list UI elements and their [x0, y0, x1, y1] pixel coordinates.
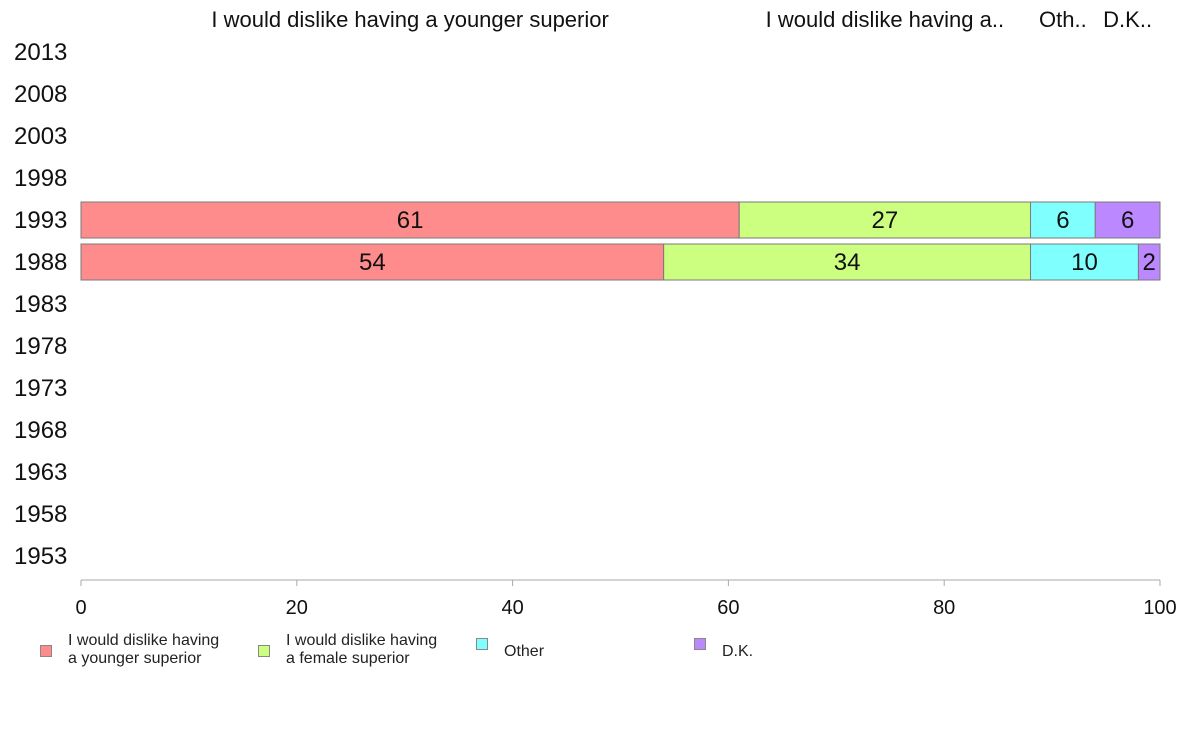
- y-tick-label: 2003: [14, 123, 67, 150]
- bar-value-label: 61: [397, 207, 424, 234]
- bar-value-label: 10: [1071, 249, 1098, 276]
- y-axis-labels: 2013 2008 2003 1998 1993 1988 1983 1978 1973 1968…: [14, 39, 67, 570]
- x-axis: 0 20 40 60 80 100: [75, 579, 1177, 619]
- column-header-label: Oth..: [1039, 7, 1087, 32]
- y-tick-label: 1963: [14, 459, 67, 486]
- y-tick-label: 1978: [14, 333, 67, 360]
- x-tick-label: 60: [717, 597, 739, 619]
- legend-swatch: [258, 645, 270, 657]
- bar-segment: [1030, 243, 1139, 281]
- legend-swatch: [476, 638, 488, 650]
- column-header-label: D.K..: [1103, 7, 1152, 32]
- x-tick-label: 20: [286, 597, 308, 619]
- x-tick-label: 40: [501, 597, 523, 619]
- bar-segment: [80, 201, 740, 239]
- bar-segment: [80, 243, 665, 281]
- bar-value-label: 6: [1056, 207, 1069, 234]
- bars: 61 27 6 6 54 34 10 2: [80, 201, 1161, 281]
- y-tick-label: 2008: [14, 81, 67, 108]
- bar-segment: [663, 243, 1032, 281]
- bar-segment: [738, 201, 1032, 239]
- bar-value-label: 6: [1121, 207, 1134, 234]
- bar-segment: [1030, 201, 1096, 239]
- y-tick-label: 1983: [14, 291, 67, 318]
- bar-value-label: 2: [1143, 249, 1156, 276]
- bar-value-label: 34: [834, 249, 861, 276]
- legend-swatch: [694, 638, 706, 650]
- legend-label: I would dislike having a younger superio…: [68, 632, 220, 667]
- x-tick-label: 80: [933, 597, 955, 619]
- legend-item-female: I would dislike having a female superior: [258, 632, 437, 668]
- legend-label: I would dislike having a female superior: [286, 632, 438, 667]
- y-tick-label: 1988: [14, 249, 67, 276]
- y-tick-label: 1958: [14, 501, 67, 528]
- x-tick-label: 100: [1143, 597, 1176, 619]
- legend-item-younger: I would dislike having a younger superio…: [40, 632, 219, 668]
- y-tick-label: 1998: [14, 165, 67, 192]
- bar-segment: [1137, 243, 1161, 281]
- legend-swatch: [40, 645, 52, 657]
- column-header-label: I would dislike having a..: [766, 7, 1004, 32]
- x-tick-label: 0: [75, 597, 86, 619]
- column-header-label: I would dislike having a younger superio…: [211, 7, 608, 32]
- legend-item-dk: D.K.: [694, 632, 753, 661]
- y-tick-label: 1973: [14, 375, 67, 402]
- bar-value-label: 27: [872, 207, 899, 234]
- legend-label: Other: [504, 643, 545, 660]
- bar-segment: [1094, 201, 1161, 239]
- legend: I would dislike having a younger superio…: [40, 632, 1160, 676]
- y-tick-label: 2013: [14, 39, 67, 66]
- legend-item-other: Other: [476, 632, 544, 661]
- y-tick-label: 1993: [14, 207, 67, 234]
- legend-label: D.K.: [722, 643, 754, 660]
- y-tick-label: 1968: [14, 417, 67, 444]
- bar-value-label: 54: [359, 249, 386, 276]
- column-headers: I would dislike having a younger superio…: [211, 7, 1152, 32]
- y-tick-label: 1953: [14, 543, 67, 570]
